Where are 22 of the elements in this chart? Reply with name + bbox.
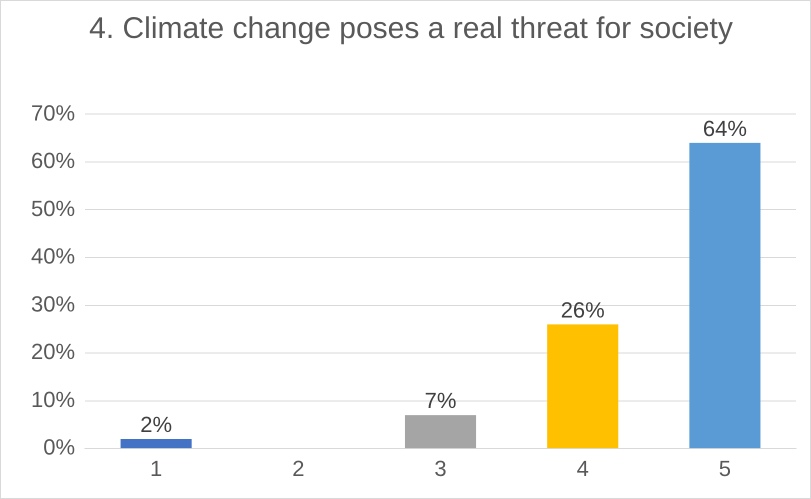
y-tick-label: 0% xyxy=(43,434,76,460)
data-label: 64% xyxy=(702,116,747,141)
x-tick-label: 2 xyxy=(292,456,304,481)
data-label: 26% xyxy=(560,297,605,322)
chart-title: 4. Climate change poses a real threat for society xyxy=(88,11,734,47)
y-tick-label: 60% xyxy=(30,148,76,174)
y-tick-label: 50% xyxy=(30,196,76,221)
y-tick-label: 20% xyxy=(30,339,76,364)
x-tick-label: 5 xyxy=(718,456,732,481)
y-tick-label: 70% xyxy=(30,100,76,126)
data-label: 7% xyxy=(424,388,456,414)
data-label: 2% xyxy=(140,412,172,438)
bar xyxy=(404,415,476,448)
y-tick-label: 30% xyxy=(30,291,76,316)
x-tick-label: 3 xyxy=(434,456,447,481)
bar xyxy=(689,142,760,448)
y-tick-label: 40% xyxy=(30,244,76,269)
bar xyxy=(120,439,192,448)
x-tick-label: 4 xyxy=(576,456,589,481)
bar xyxy=(547,324,618,448)
y-tick-label: 10% xyxy=(30,386,76,412)
x-tick-label: 1 xyxy=(150,456,162,481)
